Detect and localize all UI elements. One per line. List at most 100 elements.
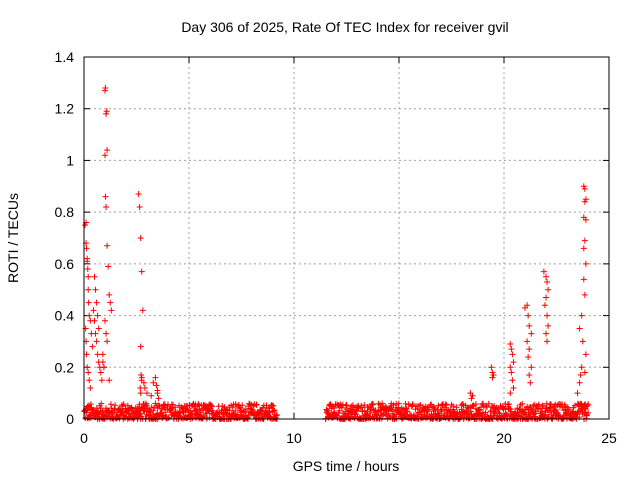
data-point bbox=[123, 409, 130, 416]
data-point bbox=[546, 404, 553, 411]
data-point bbox=[102, 193, 109, 200]
data-point bbox=[543, 273, 549, 280]
data-point bbox=[89, 343, 96, 350]
data-point bbox=[94, 351, 101, 358]
data-point bbox=[489, 369, 496, 376]
data-point bbox=[581, 291, 588, 298]
y-tick-label: 0.2 bbox=[55, 359, 75, 375]
data-point bbox=[98, 377, 105, 384]
data-point bbox=[528, 330, 535, 337]
data-point bbox=[431, 405, 438, 412]
data-point bbox=[85, 369, 92, 376]
data-point bbox=[137, 390, 144, 397]
data-point bbox=[95, 325, 102, 332]
data-point bbox=[576, 325, 583, 332]
data-point bbox=[148, 392, 155, 399]
data-point bbox=[528, 406, 535, 413]
data-point bbox=[140, 379, 147, 386]
data-point bbox=[370, 401, 377, 408]
data-point bbox=[336, 407, 343, 414]
data-point bbox=[135, 191, 142, 198]
data-point bbox=[459, 401, 466, 408]
data-point bbox=[226, 407, 233, 414]
x-tick-label: 5 bbox=[185, 430, 193, 446]
data-point bbox=[379, 400, 386, 407]
data-point bbox=[103, 110, 110, 117]
data-point bbox=[543, 294, 549, 301]
data-point bbox=[475, 407, 482, 414]
data-point bbox=[581, 237, 588, 244]
data-point bbox=[553, 408, 560, 415]
data-point bbox=[544, 338, 551, 345]
data-point bbox=[545, 286, 552, 293]
data-point bbox=[87, 384, 94, 391]
data-point bbox=[108, 307, 115, 314]
data-point bbox=[93, 299, 100, 306]
data-point bbox=[165, 414, 172, 421]
data-point bbox=[510, 359, 517, 366]
data-point bbox=[103, 108, 110, 115]
data-point bbox=[98, 400, 105, 407]
y-tick-label: 0 bbox=[66, 411, 74, 427]
data-point bbox=[543, 330, 549, 337]
data-point bbox=[107, 299, 114, 306]
data-point bbox=[417, 401, 424, 408]
data-point bbox=[106, 291, 113, 298]
data-point bbox=[379, 411, 386, 418]
chart-title: Day 306 of 2025, Rate Of TEC Index for r… bbox=[181, 19, 508, 35]
data-point bbox=[93, 338, 100, 345]
data-point bbox=[84, 266, 91, 273]
data-point bbox=[509, 351, 516, 358]
data-point bbox=[519, 400, 526, 407]
data-point bbox=[535, 401, 542, 408]
data-point bbox=[179, 408, 186, 415]
data-point bbox=[198, 411, 205, 418]
data-point bbox=[232, 407, 239, 414]
data-point bbox=[488, 408, 495, 415]
data-point bbox=[92, 330, 99, 337]
data-point bbox=[86, 377, 93, 384]
data-point bbox=[150, 407, 157, 414]
plot-frame bbox=[83, 56, 610, 420]
data-point bbox=[540, 268, 547, 275]
data-point bbox=[544, 278, 551, 285]
data-point bbox=[483, 404, 490, 411]
data-point bbox=[453, 404, 460, 411]
data-point bbox=[172, 404, 179, 411]
data-point bbox=[527, 379, 534, 386]
y-tick-label: 1.2 bbox=[55, 101, 75, 117]
data-point bbox=[488, 364, 495, 371]
data-point bbox=[414, 405, 421, 412]
data-point bbox=[469, 392, 476, 399]
data-point bbox=[155, 395, 162, 402]
data-point bbox=[576, 379, 583, 386]
data-point bbox=[485, 400, 492, 407]
data-point bbox=[332, 411, 339, 418]
data-point bbox=[543, 400, 550, 407]
data-point bbox=[103, 330, 110, 337]
data-point bbox=[104, 338, 111, 345]
data-point bbox=[582, 196, 589, 203]
data-point bbox=[507, 341, 514, 348]
data-point bbox=[94, 312, 101, 319]
data-point bbox=[490, 372, 497, 379]
data-point bbox=[92, 286, 99, 293]
data-point bbox=[404, 408, 411, 415]
data-point bbox=[104, 242, 111, 249]
data-point bbox=[83, 351, 90, 358]
y-axis-label: ROTI / TECUs bbox=[5, 193, 21, 283]
data-point bbox=[443, 401, 450, 408]
data-point bbox=[154, 390, 161, 397]
data-point bbox=[477, 410, 484, 417]
data-point bbox=[478, 404, 485, 411]
data-point bbox=[102, 317, 108, 324]
y-tick-label: 0.8 bbox=[55, 204, 75, 220]
data-point bbox=[582, 260, 589, 267]
data-point bbox=[508, 346, 515, 353]
data-point bbox=[507, 390, 514, 397]
data-point bbox=[139, 307, 146, 314]
data-point bbox=[545, 322, 552, 329]
data-point bbox=[103, 203, 110, 210]
data-point bbox=[156, 403, 163, 410]
x-tick-label: 20 bbox=[496, 430, 512, 446]
